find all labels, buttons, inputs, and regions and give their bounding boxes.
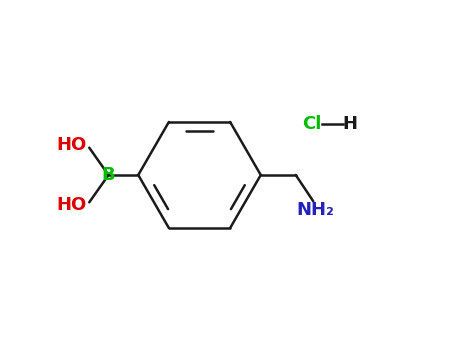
Text: NH₂: NH₂: [296, 201, 334, 219]
Text: B: B: [101, 166, 115, 184]
Text: Cl: Cl: [302, 114, 322, 133]
Text: H: H: [343, 114, 358, 133]
Text: HO: HO: [56, 136, 86, 154]
Text: HO: HO: [56, 196, 86, 214]
